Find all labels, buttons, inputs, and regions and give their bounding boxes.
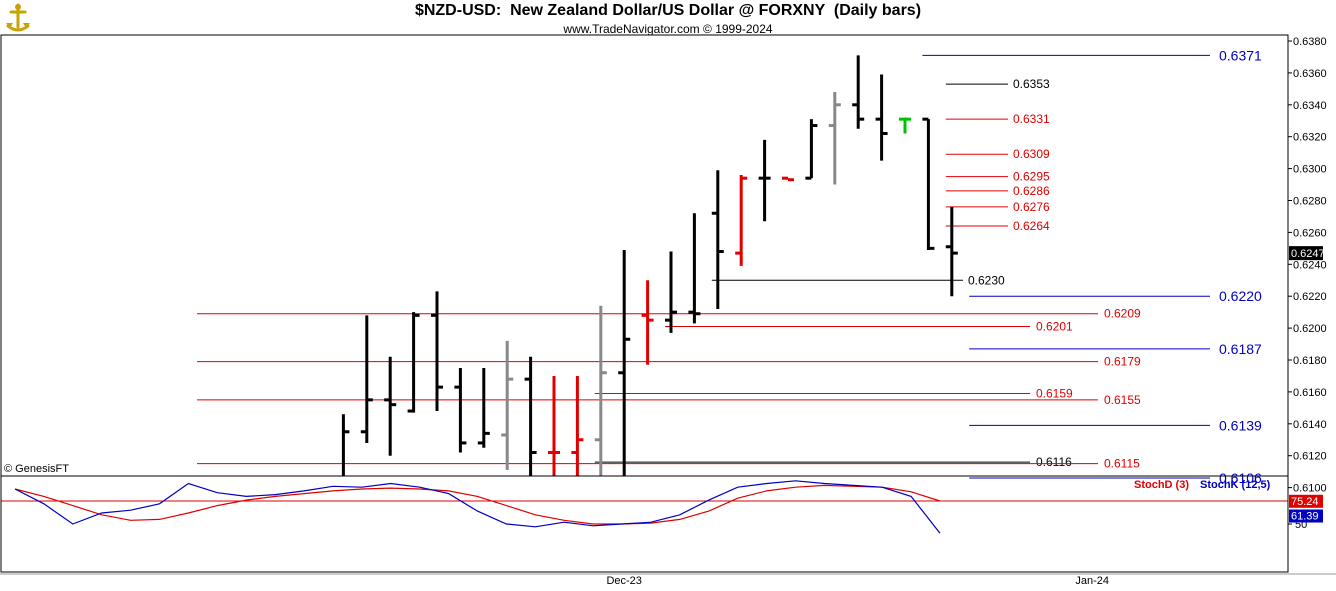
y-tick-label: 0.6160 [1293,387,1327,399]
price-plot-frame [0,34,1289,477]
ohlc-bar [454,367,467,453]
ohlc-bar [384,356,397,456]
level-label: 0.6209 [1104,307,1141,321]
credit-label: © GenesisFT [4,463,69,475]
ohlc-bar [852,55,865,129]
ohlc-bar [341,414,350,476]
level-label: 0.6159 [1036,386,1073,400]
tradenavigator-logo-icon [6,3,30,32]
level-label: 0.6264 [1013,219,1050,233]
ohlc-bar [477,367,490,448]
level-label: 0.6276 [1013,200,1050,214]
ohlc-bar [922,117,935,250]
stoch-k-value-marker [1289,509,1323,523]
ohlc-bar [875,74,888,161]
level-label: 0.6371 [1219,47,1262,63]
y-tick-label: 0.6340 [1293,100,1327,112]
axis-layer: 0.6380 0.6360 0.6340 0.6320 0.6300 0.6280 0.62… [0,34,1336,587]
ohlc-bar [548,375,560,476]
x-axis-label: Jan-24 [1075,575,1109,587]
ohlc-bar [735,174,748,266]
level-label: 0.6295 [1013,170,1050,184]
y-tick-label: 0.6300 [1293,164,1327,176]
stoch-d-value: 75.24 [1291,496,1319,508]
ohlc-bar [688,213,701,324]
level-label: 0.6331 [1013,112,1050,126]
level-label: 0.6115 [1104,457,1140,471]
last-price-marker [1289,246,1323,261]
ohlc-bar [828,92,841,185]
level-label: 0.6155 [1104,393,1141,407]
y-tick-label: 0.6360 [1293,68,1327,80]
level-label: 0.6201 [1036,320,1073,334]
y-tick-label: 0.6280 [1293,196,1327,208]
ohlc-bar [431,291,443,412]
page-title: $NZD-USD: New Zealand Dollar/US Dollar @… [414,2,922,19]
level-label: 0.6179 [1104,355,1141,369]
y-tick-label: 0.6260 [1293,227,1327,239]
level-label: 0.6139 [1219,417,1262,433]
ohlc-bar [501,340,514,471]
ohlc-bar [805,119,818,180]
ohlc-bar [618,249,631,476]
level-label: 0.6187 [1219,341,1262,357]
y-tick-label: 0.6380 [1293,36,1327,48]
ohlc-bar [665,251,677,333]
ohlc-bar [407,312,420,413]
ohlc-bar [758,139,771,222]
ohlc-bar [360,315,373,443]
y-tick-label: 0.6320 [1293,132,1327,144]
y-tick-label: 0.6220 [1293,291,1327,303]
ohlc-bar [711,170,724,309]
ohlc-bar [314,476,326,511]
ohlc-bar [594,305,607,476]
y-tick-label: 0.6100 [1293,483,1327,495]
ohlc-bar [524,356,537,476]
y-tick-label: 0.6240 [1293,259,1327,271]
stoch-d-value-marker [1289,494,1323,508]
y-tick-label: 0.6140 [1293,419,1327,431]
x-axis-label: Dec-23 [606,575,641,587]
page-subtitle: www.TradeNavigator.com © 1999-2024 [563,22,773,36]
level-label: 0.6106 [1219,470,1262,486]
stochastic-series-line [14,484,941,525]
ohlc-bar [782,176,794,182]
ohlc-bar [571,375,584,476]
last-price-label: 0.6247 [1291,248,1325,260]
stochastic-plot-frame [0,475,1289,573]
y-tick-label: 0.6120 [1293,451,1327,463]
level-label: 0.6286 [1013,184,1050,198]
legend-stoch-d: StochD (3) [1134,479,1189,491]
legend-stoch-k: StochK (12,5) [1200,479,1271,491]
stochastic-series-line [14,480,941,534]
level-label: 0.6230 [968,273,1005,287]
ohlc-bars [314,55,958,511]
level-label: 0.6116 [1036,455,1072,469]
level-label: 0.6220 [1219,288,1262,304]
ohlc-bar [945,206,958,297]
ohlc-bar [641,280,654,365]
y-tick-label: 0.6200 [1293,323,1327,335]
level-label: 0.6309 [1013,147,1050,161]
ohlc-bar [899,117,911,134]
y-tick-label: 0.6180 [1293,355,1327,367]
level-label: 0.6353 [1013,77,1050,91]
stoch-k-value: 61.39 [1291,511,1319,523]
